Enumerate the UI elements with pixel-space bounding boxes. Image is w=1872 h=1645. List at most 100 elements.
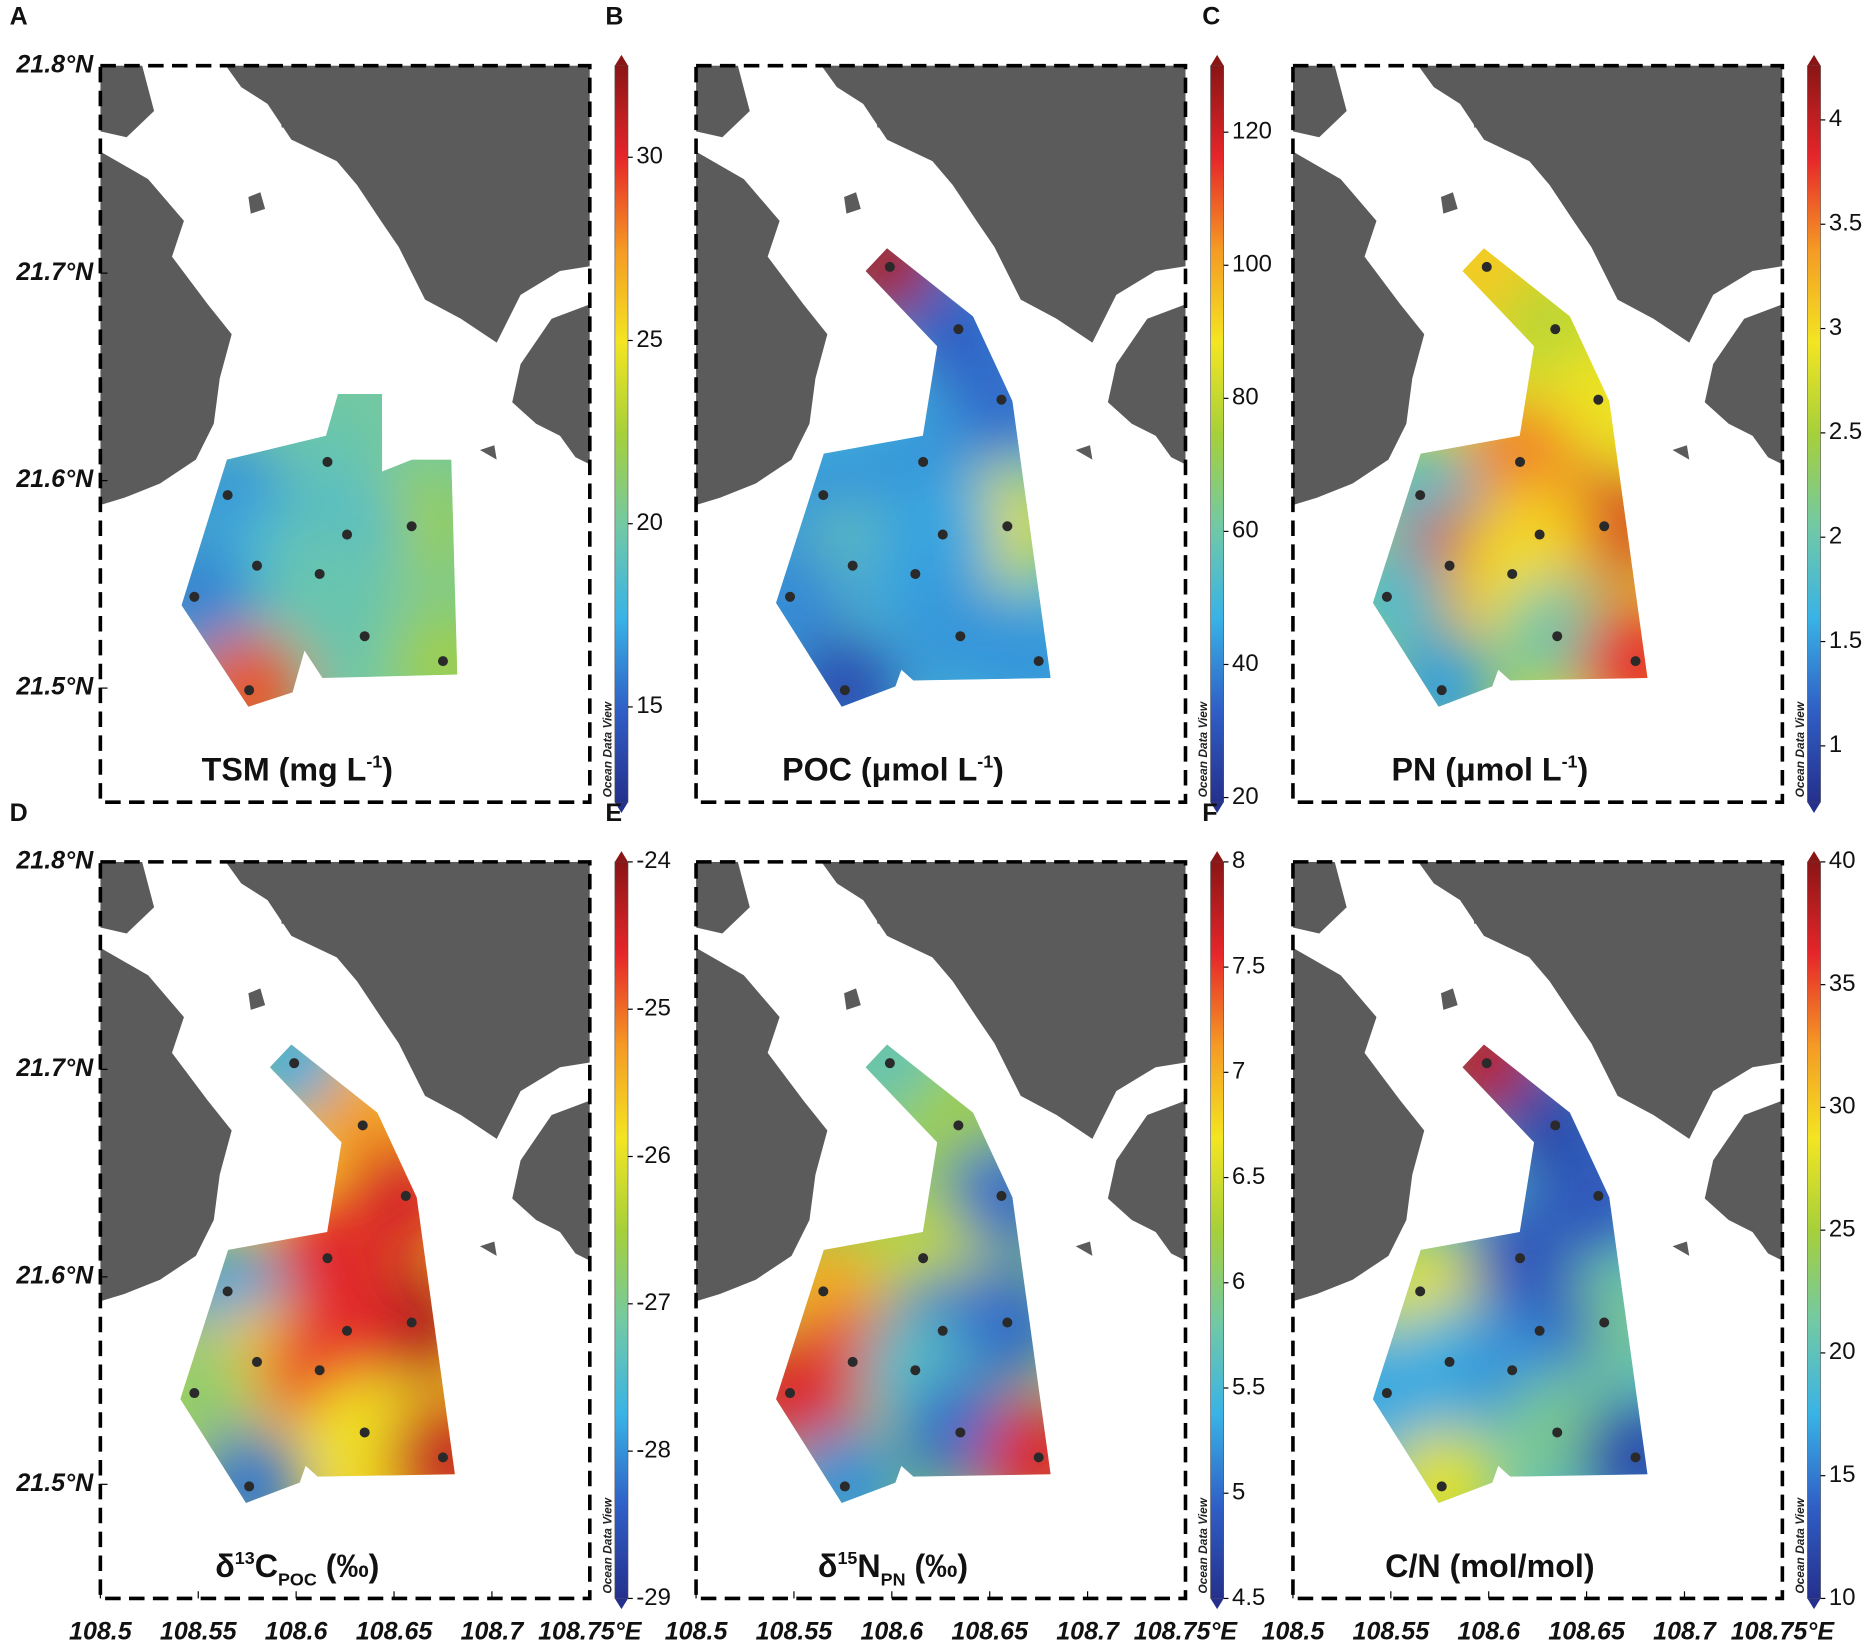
colorbar-extend-bottom: [1210, 802, 1224, 813]
station: [289, 1058, 300, 1069]
station: [847, 560, 858, 571]
colorbar-tick-label: 3.5: [1829, 210, 1862, 237]
title-part: PN: [881, 1569, 906, 1589]
station: [1033, 656, 1044, 667]
station: [1550, 1120, 1561, 1131]
watermark: Ocean Data View: [600, 701, 614, 797]
colorbar: [1210, 861, 1224, 1599]
land-mass: [696, 861, 750, 934]
land: [100, 861, 590, 1302]
x-tick-label: 108.55: [756, 1618, 834, 1645]
watermark: Ocean Data View: [1793, 1497, 1807, 1593]
land-mass: [1107, 304, 1186, 465]
colorbar-tick-label: 35: [1829, 970, 1856, 997]
station: [847, 1356, 858, 1367]
land-mass: [1471, 108, 1492, 128]
station: [437, 656, 448, 667]
station: [400, 1190, 411, 1201]
title-part: (‰): [906, 1548, 969, 1584]
station: [955, 631, 966, 642]
frame: [694, 63, 1188, 804]
station: [314, 1365, 325, 1376]
panel-title: C/N (mol/mol): [1385, 1548, 1594, 1584]
station: [1002, 1317, 1013, 1328]
land: [696, 65, 1186, 505]
station: [322, 1253, 333, 1264]
colorbar-tick-label: -27: [636, 1289, 670, 1316]
x-tick-label: 108.55: [1353, 1618, 1431, 1645]
panel-label: E: [605, 799, 622, 827]
land-mass: [248, 988, 266, 1010]
station: [937, 1325, 948, 1336]
colorbar-tick-label: 7.5: [1232, 952, 1265, 979]
land-mass: [100, 947, 232, 1302]
land-mass: [225, 65, 590, 343]
land: [696, 861, 1186, 1302]
land-mass: [100, 65, 155, 138]
station: [1630, 1452, 1641, 1463]
station: [953, 1120, 964, 1131]
title-part: -1: [977, 752, 993, 772]
land-mass: [248, 192, 266, 214]
colorbar-tick-label: 5: [1232, 1479, 1245, 1506]
station: [1436, 1481, 1447, 1492]
land-mass: [875, 108, 895, 128]
colorbar-extend-top: [1210, 54, 1224, 66]
panel-title: POC (μmol L-1): [782, 752, 1004, 788]
x-tick-label: 108.6: [265, 1618, 329, 1645]
station: [1507, 568, 1518, 579]
colorbar-tick-label: 1.5: [1829, 627, 1862, 654]
colorbar-tick-label: 40: [1829, 847, 1856, 874]
title-part: POC: [278, 1569, 317, 1589]
x-tick-label: 108.7: [1056, 1618, 1120, 1645]
colorbar-tick-label: 20: [636, 509, 663, 536]
title-part: ): [382, 752, 393, 788]
station: [342, 1325, 353, 1336]
x-tick-label: 108.75°E: [1731, 1618, 1836, 1645]
station: [322, 456, 333, 467]
land-mass: [479, 445, 497, 460]
x-tick-label: 108.5: [1262, 1618, 1326, 1645]
panel-label: F: [1202, 799, 1217, 827]
colorbar-tick-label: 60: [1232, 517, 1259, 544]
station: [1444, 560, 1455, 571]
colorbar-tick-label: -24: [636, 847, 670, 874]
y-tick-label: 21.8°N: [15, 50, 94, 78]
station: [189, 1388, 200, 1399]
station: [1593, 394, 1604, 405]
colorbar-tick-label: 120: [1232, 118, 1272, 145]
station: [818, 1286, 829, 1297]
station: [996, 394, 1007, 405]
colorbar-tick-label: 8: [1232, 847, 1245, 874]
x-tick-label: 108.65: [951, 1618, 1029, 1645]
station: [1552, 1427, 1563, 1438]
station: [785, 591, 796, 602]
x-tick-label: 108.7: [461, 1618, 525, 1645]
title-part: -1: [1562, 752, 1578, 772]
colorbar-tick-label: 100: [1232, 251, 1272, 278]
station: [1552, 631, 1563, 642]
land-mass: [225, 861, 590, 1139]
station: [1381, 591, 1392, 602]
station: [1550, 324, 1561, 335]
x-tick-label: 108.65: [356, 1618, 434, 1645]
station: [918, 456, 929, 467]
title-part: ): [1578, 752, 1589, 788]
frame: [98, 63, 592, 804]
station: [244, 685, 255, 696]
watermark: Ocean Data View: [1196, 701, 1210, 797]
colorbar-tick-label: 25: [1829, 1215, 1856, 1242]
colorbar-extend-top: [614, 851, 629, 862]
land-mass: [821, 861, 1186, 1139]
y-tick-label: 21.5°N: [15, 673, 94, 701]
panel: 21.5°N 21.6°N 21.7°N 21.8°N 108.5 108.55 108.6…: [10, 799, 671, 1645]
land-mass: [1704, 304, 1783, 465]
station: [437, 1452, 448, 1463]
land-mass: [279, 904, 299, 924]
land-mass: [1418, 65, 1783, 343]
station: [244, 1481, 255, 1492]
panel: B POC (μmol L-1) 20 40 60 80 100 120 Ocean Data …: [605, 3, 1272, 813]
panel-label: B: [605, 3, 623, 31]
land-mass: [1471, 904, 1492, 924]
land-mass: [696, 151, 828, 505]
